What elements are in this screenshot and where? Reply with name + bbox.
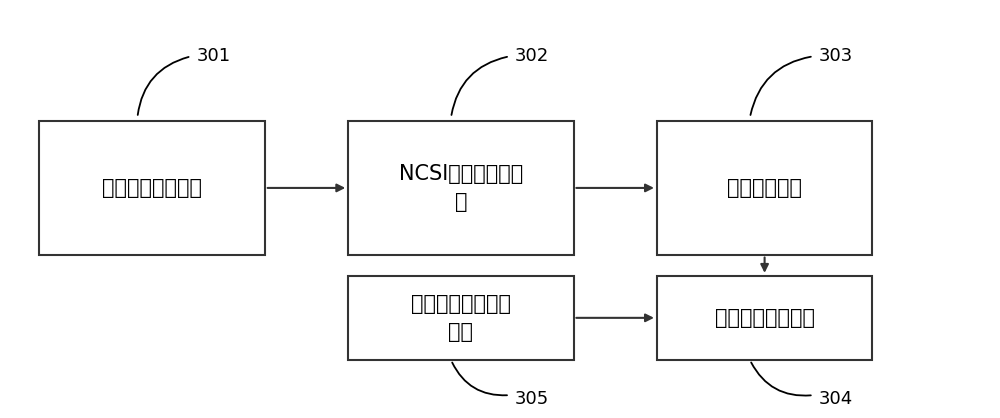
Text: 隔离网络设置模块: 隔离网络设置模块 [715, 308, 815, 328]
FancyBboxPatch shape [657, 121, 872, 255]
FancyBboxPatch shape [657, 276, 872, 360]
FancyBboxPatch shape [348, 121, 574, 255]
Text: 304: 304 [818, 390, 853, 408]
Text: 303: 303 [818, 47, 853, 65]
Text: 305: 305 [515, 390, 549, 408]
Text: 302: 302 [515, 47, 549, 65]
Text: 监控管理策略运行
模块: 监控管理策略运行 模块 [411, 294, 511, 342]
Text: 信息收集监控模块: 信息收集监控模块 [102, 178, 202, 198]
Text: 301: 301 [196, 47, 230, 65]
FancyBboxPatch shape [39, 121, 265, 255]
FancyBboxPatch shape [348, 276, 574, 360]
Text: 信息传送模块: 信息传送模块 [727, 178, 802, 198]
Text: NCSI双链路共享模
块: NCSI双链路共享模 块 [399, 164, 523, 212]
